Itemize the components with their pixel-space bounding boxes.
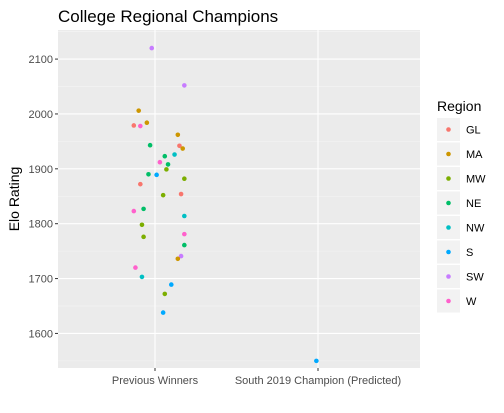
data-point-mw	[162, 291, 168, 297]
legend-label: S	[466, 247, 473, 259]
data-point-s	[169, 282, 174, 287]
x-tick-label: Previous Winners	[112, 375, 199, 387]
data-point-gl	[178, 191, 184, 197]
data-point-gl	[131, 123, 137, 128]
legend-label: NE	[466, 198, 481, 210]
y-tick-label: 2000	[29, 109, 53, 121]
legend-label: SW	[466, 272, 484, 284]
data-point-ne	[141, 206, 146, 212]
data-point-w	[131, 208, 137, 214]
data-point-mw	[139, 222, 145, 228]
legend-swatch	[446, 298, 451, 304]
legend: Region GL MA MW NE NW S SW W	[437, 98, 486, 313]
data-point-ne	[162, 153, 168, 159]
legend-label: W	[466, 296, 477, 308]
data-point-nw	[172, 152, 177, 157]
y-axis-title: Elo Rating	[6, 167, 22, 232]
legend-swatch	[446, 225, 451, 230]
data-point-gl	[138, 181, 143, 187]
legend-label: NW	[466, 223, 485, 235]
legend-title: Region	[437, 98, 481, 114]
data-point-w	[157, 159, 163, 165]
data-point-mw	[164, 167, 169, 172]
data-point-ma	[175, 132, 181, 138]
data-point-sw	[178, 253, 184, 259]
y-tick-label: 1900	[29, 164, 53, 176]
data-point-w	[138, 123, 143, 129]
data-point-w	[182, 231, 187, 237]
data-point-s	[314, 358, 319, 364]
data-point-ma	[180, 146, 186, 151]
y-tick-label: 1700	[29, 274, 53, 286]
y-tick-label: 1600	[29, 328, 53, 340]
data-point-s	[154, 172, 159, 178]
data-point-w	[133, 265, 138, 270]
data-point-mw	[141, 234, 146, 240]
data-point-mw	[182, 176, 187, 181]
x-tick-label: South 2019 Champion (Predicted)	[235, 375, 401, 387]
data-point-sw	[182, 83, 187, 88]
legend-label: GL	[466, 125, 481, 137]
data-point-ne	[165, 162, 171, 167]
plot-panel	[58, 30, 420, 368]
y-tick-label: 2100	[29, 54, 53, 66]
data-point-sw	[149, 45, 155, 51]
chart-title: College Regional Champions	[58, 7, 278, 26]
legend-label: MA	[466, 149, 483, 161]
legend-label: MW	[466, 174, 486, 186]
data-point-s	[160, 310, 166, 315]
data-point-gl	[177, 143, 182, 149]
legend-swatch	[446, 200, 451, 206]
legend-swatch	[446, 176, 451, 181]
y-axis: 1600 1700 1800 1900 2000 2100	[29, 54, 58, 340]
legend-swatch	[446, 127, 451, 132]
legend-swatch	[446, 274, 451, 279]
data-point-ma	[136, 108, 141, 113]
x-axis: Previous Winners South 2019 Champion (Pre…	[112, 368, 401, 387]
data-points	[131, 45, 319, 364]
y-tick-label: 1800	[29, 219, 53, 231]
legend-swatch	[446, 249, 451, 255]
legend-swatch	[446, 151, 451, 157]
data-point-ne	[147, 142, 153, 148]
gridlines	[58, 30, 420, 368]
data-point-ma	[144, 120, 150, 126]
data-point-nw	[182, 213, 187, 219]
data-point-ne	[146, 172, 151, 177]
data-point-mw	[160, 192, 166, 198]
data-point-nw	[139, 274, 145, 280]
data-point-ma	[175, 256, 181, 262]
data-point-ne	[182, 242, 187, 248]
